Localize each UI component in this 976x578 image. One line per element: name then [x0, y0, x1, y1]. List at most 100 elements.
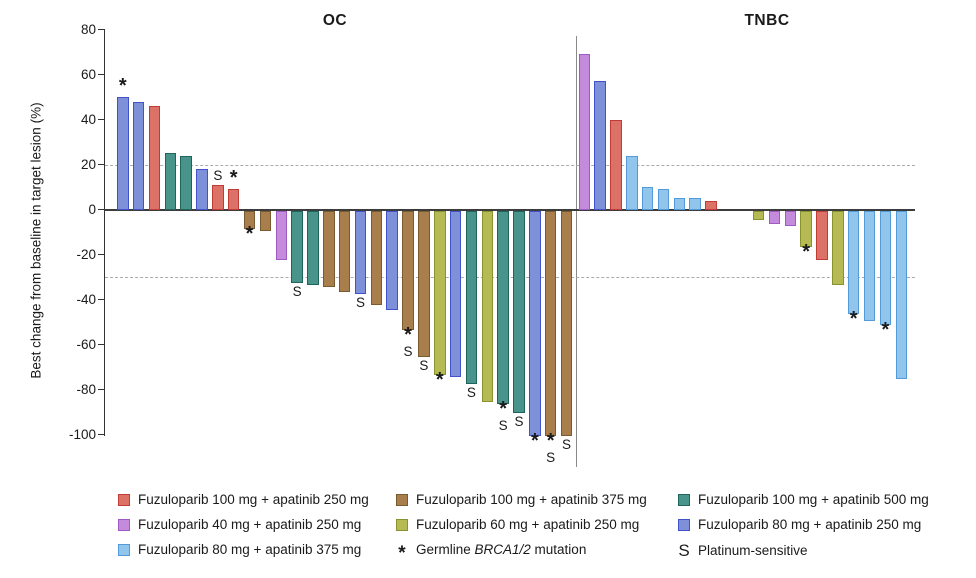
- platinum-sensitive-marker: S: [355, 294, 365, 310]
- bar-oc-24: [481, 210, 494, 402]
- legend-item: * Germline BRCA1/2 mutation: [396, 542, 586, 564]
- bar-oc-6: [196, 169, 208, 210]
- legend-item: Fuzuloparib 80 mg + apatinib 375 mg: [118, 542, 361, 557]
- bar-oc-11: [275, 210, 287, 260]
- platinum-sensitive-marker: S: [403, 343, 413, 359]
- legend-swatch-f100a250: [118, 493, 130, 506]
- legend-label: Fuzuloparib 80 mg + apatinib 375 mg: [138, 542, 362, 557]
- reference-line--30: [105, 277, 915, 278]
- bar-tnbc-7: [673, 198, 686, 210]
- brca-asterisk-marker: *: [499, 398, 508, 420]
- bar-tnbc-18: [879, 210, 892, 326]
- bar-oc-23: [465, 210, 478, 384]
- bar-tnbc-4: [626, 155, 638, 210]
- y-axis-label: Best change from baseline in target lesi…: [28, 102, 44, 379]
- bar-oc-13: [307, 210, 319, 285]
- bar-tnbc-3: [610, 119, 622, 210]
- bar-tnbc-13: [800, 210, 812, 247]
- brca-asterisk-marker: *: [546, 429, 555, 452]
- y-tick-label: 80: [80, 21, 96, 37]
- legend-label: Platinum-sensitive: [698, 543, 808, 558]
- platinum-sensitive-marker: S: [514, 414, 524, 429]
- legend-label: Fuzuloparib 80 mg + apatinib 250 mg: [698, 517, 922, 532]
- bar-oc-26: [513, 210, 525, 413]
- brca-asterisk-marker: *: [435, 368, 444, 391]
- brca-asterisk-symbol: *: [398, 542, 406, 564]
- brca-asterisk-marker: *: [802, 240, 811, 263]
- brca-asterisk-marker: *: [118, 75, 127, 97]
- platinum-sensitive-symbol: S: [678, 541, 690, 560]
- bar-oc-27: [529, 210, 541, 436]
- legend-item: Fuzuloparib 80 mg + apatinib 250 mg: [678, 517, 921, 532]
- bar-oc-17: [370, 210, 383, 305]
- platinum-sensitive-marker: S: [419, 357, 429, 373]
- legend-item: S Platinum-sensitive: [678, 541, 808, 560]
- legend-swatch-f80a375: [118, 543, 130, 556]
- legend-item: Fuzuloparib 60 mg + apatinib 250 mg: [396, 517, 639, 532]
- y-tick-mark: [98, 73, 104, 76]
- y-tick-mark: [98, 163, 104, 166]
- panel-separator-line: [575, 36, 577, 467]
- y-tick-label: -80: [76, 381, 96, 397]
- reference-line-20: [105, 164, 915, 166]
- y-tick-mark: [98, 343, 104, 346]
- legend-label: Fuzuloparib 100 mg + apatinib 250 mg: [138, 492, 369, 507]
- platinum-sensitive-marker: S: [292, 283, 302, 299]
- brca-asterisk-marker: *: [849, 308, 858, 330]
- y-tick-label: 60: [80, 66, 96, 82]
- legend-swatch-f100a375: [396, 493, 408, 506]
- legend-swatch-f40a250: [118, 518, 130, 531]
- bar-oc-10: [259, 210, 272, 231]
- bar-oc-5: [180, 155, 192, 210]
- bar-oc-4: [164, 153, 177, 210]
- bar-oc-3: [148, 106, 161, 210]
- bar-oc-1: [117, 97, 129, 210]
- panel-title-tnbc: TNBC: [744, 12, 790, 29]
- platinum-sensitive-marker: S: [213, 167, 223, 183]
- legend-label: Germline BRCA1/2 mutation: [416, 542, 586, 557]
- bar-tnbc-15: [832, 210, 844, 285]
- legend-swatch-f100a500: [678, 493, 690, 506]
- brca-asterisk-marker: *: [229, 167, 238, 190]
- legend-label: Fuzuloparib 40 mg + apatinib 250 mg: [138, 517, 362, 532]
- bar-tnbc-8: [689, 198, 701, 210]
- bar-tnbc-2: [594, 81, 606, 210]
- y-tick-mark: [98, 28, 104, 31]
- y-tick-mark: [98, 298, 104, 301]
- y-tick-label: -20: [76, 246, 96, 262]
- y-tick-label: 40: [80, 111, 96, 127]
- platinum-sensitive-marker: S: [546, 449, 556, 465]
- bar-oc-7: [212, 184, 224, 210]
- legend-label: Fuzuloparib 100 mg + apatinib 375 mg: [416, 492, 647, 507]
- bar-tnbc-1: [578, 54, 590, 210]
- bar-oc-18: [386, 210, 398, 310]
- bar-tnbc-10: [752, 210, 765, 220]
- bar-tnbc-19: [895, 210, 907, 380]
- y-axis-line: [103, 29, 105, 436]
- bar-oc-19: [402, 210, 414, 330]
- y-tick-label: -60: [76, 336, 96, 352]
- bar-oc-2: [132, 101, 145, 210]
- platinum-sensitive-marker: S: [498, 418, 508, 433]
- bar-oc-16: [354, 210, 367, 294]
- legend-item: Fuzuloparib 100 mg + apatinib 250 mg: [118, 492, 369, 507]
- bar-oc-25: [497, 210, 509, 404]
- y-tick-label: 0: [88, 201, 96, 217]
- bar-oc-21: [434, 210, 446, 375]
- bar-tnbc-6: [657, 189, 670, 210]
- bar-tnbc-14: [816, 210, 828, 260]
- bar-tnbc-17: [863, 210, 876, 321]
- bar-oc-20: [418, 210, 430, 357]
- bar-tnbc-12: [784, 210, 797, 227]
- y-tick-label: -40: [76, 291, 96, 307]
- legend-label-part: BRCA1/2: [474, 542, 531, 557]
- bar-oc-9: [243, 210, 256, 229]
- bar-oc-28: [544, 210, 557, 436]
- legend-item: Fuzuloparib 100 mg + apatinib 375 mg: [396, 492, 647, 507]
- bar-oc-12: [291, 210, 303, 283]
- legend-label-part: mutation: [530, 542, 587, 557]
- bar-oc-15: [338, 210, 351, 292]
- bar-oc-8: [227, 189, 240, 210]
- legend-label-part: Germline: [416, 542, 475, 557]
